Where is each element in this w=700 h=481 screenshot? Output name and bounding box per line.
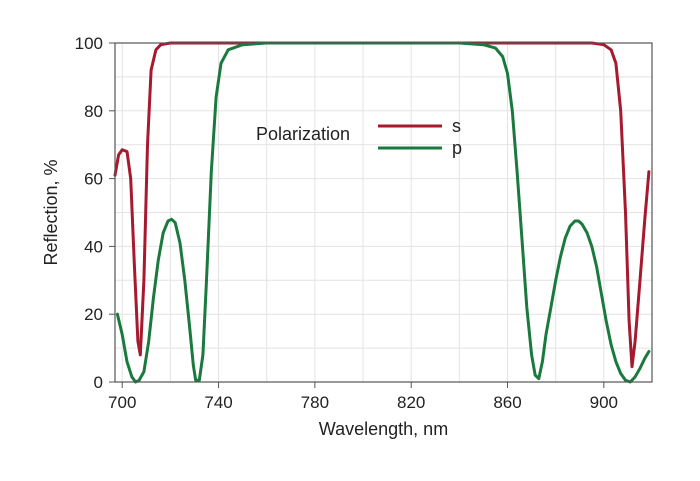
plot-frame (114, 42, 653, 383)
legend-label-p: p (452, 138, 462, 158)
y-tick-label: 0 (94, 373, 103, 392)
legend: Polarization sp (256, 116, 462, 158)
x-tick-label: 820 (397, 393, 425, 412)
x-tick-labels: 700 740 780 820 860 900 (108, 393, 618, 412)
series-line-s (113, 41, 651, 369)
x-tick-label: 900 (590, 393, 618, 412)
x-tick-label: 780 (301, 393, 329, 412)
legend-label-s: s (452, 116, 461, 136)
legend-title: Polarization (256, 124, 350, 144)
x-tick-label: 860 (493, 393, 521, 412)
x-tick-label: 700 (108, 393, 136, 412)
y-tick-label: 100 (75, 34, 103, 53)
grid-lines (115, 43, 653, 382)
series-line-p (115, 41, 651, 384)
y-tick-labels: 0 20 40 60 80 100 (75, 34, 103, 392)
x-axis-title: Wavelength, nm (319, 419, 448, 439)
y-tick-label: 60 (84, 170, 103, 189)
x-tick-label: 740 (204, 393, 232, 412)
y-tick-label: 80 (84, 102, 103, 121)
axis-ticks (109, 42, 605, 388)
y-axis-title: Reflection, % (41, 159, 61, 265)
y-tick-label: 20 (84, 305, 103, 324)
y-tick-label: 40 (84, 237, 103, 256)
